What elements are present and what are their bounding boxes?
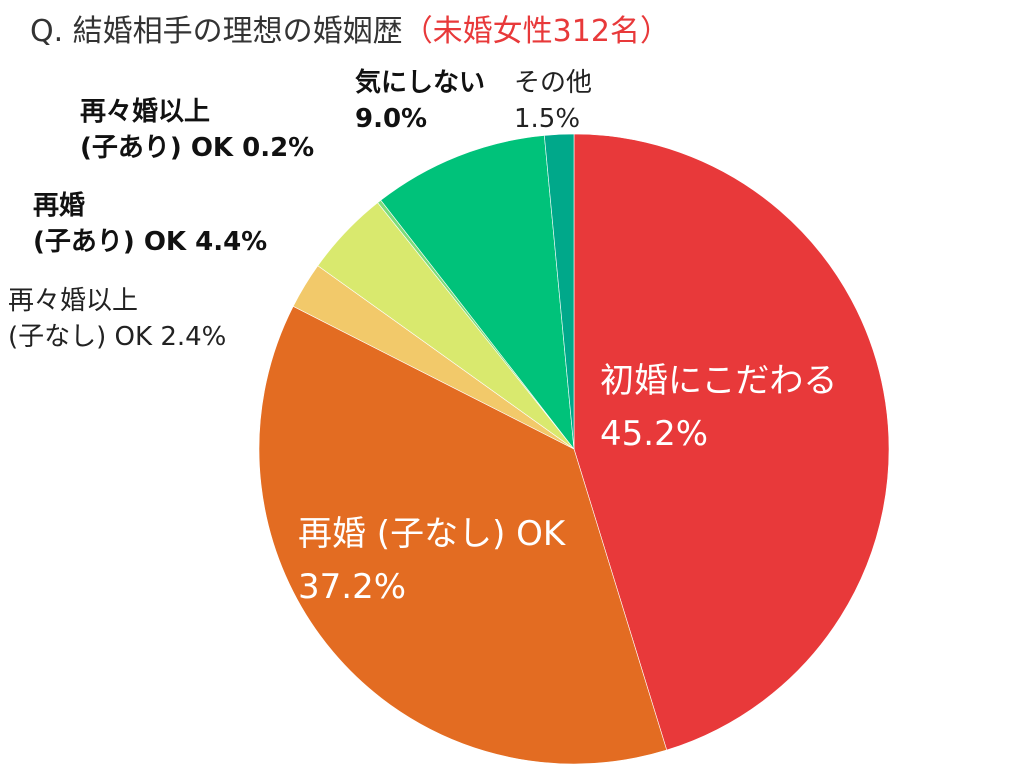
- label-percent: (子あり) OK 0.2%: [80, 132, 315, 163]
- label-category: 再々婚以上: [8, 286, 139, 316]
- pie-slice: [573, 133, 890, 751]
- label-category: 気にしない: [355, 68, 486, 98]
- title-sample-size: （未婚女性312名）: [402, 14, 670, 49]
- chart-title: Q. 結婚相手の理想の婚姻歴（未婚女性312名）: [30, 6, 670, 50]
- label-dont-care: 気にしない 9.0%: [355, 66, 485, 138]
- label-percent: 9.0%: [355, 103, 428, 134]
- pie-slice: [380, 135, 575, 450]
- label-other: その他 1.5%: [514, 66, 592, 138]
- pie-slice: [258, 305, 668, 765]
- label-first-marriage-only: 初婚にこだわる 45.2%: [600, 355, 837, 460]
- label-category: 再婚: [33, 191, 86, 221]
- label-percent: (子なし) OK 2.4%: [8, 321, 227, 352]
- label-multiple-remarriage-no-kids: 再々婚以上 (子なし) OK 2.4%: [8, 284, 226, 356]
- label-percent: (子あり) OK 4.4%: [33, 226, 268, 257]
- label-remarriage-no-kids: 再婚 (子なし) OK 37.2%: [298, 508, 565, 613]
- label-category: その他: [514, 68, 593, 98]
- label-remarriage-with-kids: 再婚 (子あり) OK 4.4%: [33, 189, 267, 261]
- label-category: 初婚にこだわる: [600, 361, 838, 401]
- label-percent: 45.2%: [600, 413, 709, 454]
- title-main: Q. 結婚相手の理想の婚姻歴: [30, 14, 403, 49]
- label-category: 再婚 (子なし) OK: [298, 514, 566, 554]
- pie-slice: [543, 133, 575, 450]
- label-category: 再々婚以上: [80, 97, 211, 127]
- label-multiple-remarriage-with-kids: 再々婚以上 (子あり) OK 0.2%: [80, 95, 314, 167]
- label-percent: 37.2%: [298, 566, 407, 607]
- label-percent: 1.5%: [514, 103, 581, 134]
